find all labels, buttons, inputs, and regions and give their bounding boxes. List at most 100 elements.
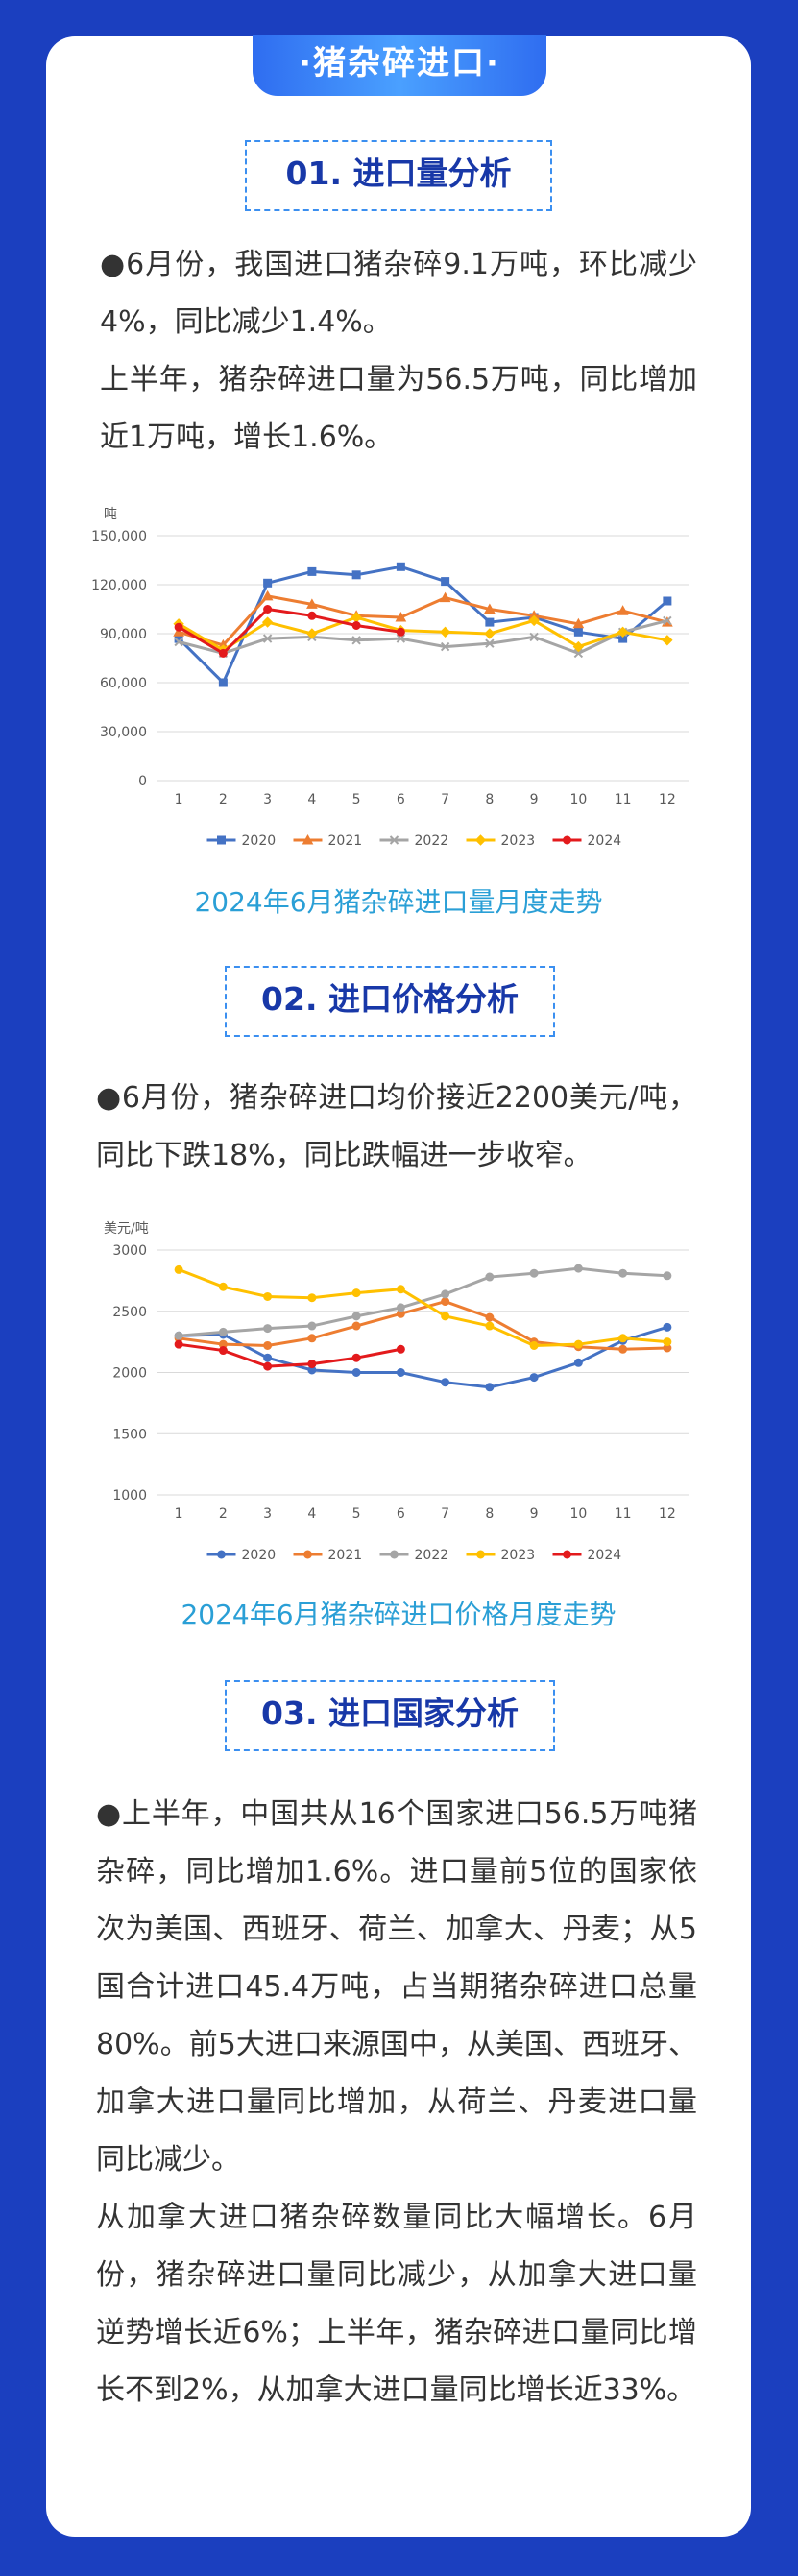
marker [351, 1368, 361, 1377]
marker [303, 1550, 312, 1559]
x-tick-label: 3 [263, 792, 272, 807]
marker [307, 1334, 317, 1343]
y-tick-label: 2000 [112, 1366, 147, 1382]
legend-label: 2023 [501, 833, 536, 849]
marker [573, 1339, 583, 1349]
marker [573, 1358, 583, 1367]
marker [351, 1288, 361, 1298]
legend-label: 2020 [242, 1548, 277, 1563]
marker [618, 1344, 628, 1354]
marker [439, 626, 451, 638]
x-tick-label: 4 [307, 1506, 316, 1522]
x-tick-label: 7 [441, 792, 449, 807]
chart-caption: 2024年6月猪杂碎进口量月度走势 [194, 886, 603, 918]
x-tick-label: 10 [569, 792, 587, 807]
section-title: 03. 进口国家分析 [225, 1680, 555, 1751]
marker [485, 1383, 495, 1392]
marker [173, 626, 184, 637]
series-line [179, 1266, 667, 1337]
series-line [178, 594, 668, 647]
marker [174, 637, 183, 647]
x-tick-label: 12 [659, 792, 676, 807]
marker [307, 1293, 317, 1303]
marker [395, 611, 407, 622]
legend-label: 2022 [415, 1548, 449, 1563]
legend-label: 2021 [328, 1548, 363, 1563]
marker [440, 641, 450, 652]
marker [351, 1321, 361, 1331]
legend-label: 2024 [588, 833, 622, 849]
marker [217, 835, 226, 845]
marker [441, 1297, 450, 1307]
marker [617, 626, 629, 638]
x-tick-label: 7 [441, 1506, 449, 1522]
x-tick-label: 1 [175, 792, 183, 807]
y-tick-label: 30,000 [100, 725, 147, 740]
section-title: 02. 进口价格分析 [225, 966, 555, 1037]
marker [396, 1285, 405, 1294]
paragraph: 上半年，猪杂碎进口量为56.5万吨，同比增加近1万吨，增长1.6%。 [100, 363, 697, 454]
marker [484, 628, 496, 639]
y-axis-label: 美元/吨 [104, 1221, 149, 1237]
marker [261, 616, 274, 628]
marker [485, 1321, 495, 1331]
x-tick-label: 10 [569, 1506, 587, 1522]
marker [563, 1550, 571, 1559]
paragraph: ●上半年，中国共从16个国家进口56.5万吨猪杂碎，同比增加1.6%。进口量前5… [96, 1797, 697, 2177]
series-line [178, 565, 668, 686]
x-tick-label: 5 [352, 792, 361, 807]
marker [174, 1264, 183, 1274]
series-line [178, 1299, 667, 1351]
marker [474, 834, 487, 846]
series-line [178, 615, 668, 652]
marker [351, 1353, 361, 1362]
marker [307, 1360, 317, 1369]
legend-label: 2021 [328, 833, 363, 849]
x-tick-label: 8 [485, 1506, 494, 1522]
y-axis-label: 吨 [104, 507, 117, 522]
marker [263, 1340, 273, 1350]
x-tick-label: 2 [219, 1506, 228, 1522]
marker [390, 1550, 399, 1559]
marker [572, 640, 585, 653]
marker [573, 648, 584, 659]
marker [263, 1324, 273, 1334]
chart-caption: 2024年6月猪杂碎进口价格月度走势 [181, 1599, 617, 1630]
x-tick-label: 3 [263, 1506, 272, 1522]
marker [307, 611, 317, 620]
marker [307, 566, 317, 576]
marker [476, 1550, 485, 1559]
series-line [178, 607, 401, 656]
marker [663, 615, 672, 626]
x-tick-label: 6 [397, 792, 405, 807]
marker [307, 1321, 317, 1331]
marker [663, 1337, 672, 1347]
marker [572, 617, 585, 629]
paragraph: ●6月份，我国进口猪杂碎9.1万吨，环比减少4%，同比减少1.4%。 [100, 248, 697, 339]
marker [617, 605, 629, 615]
marker [396, 1344, 405, 1354]
legend-label: 2022 [415, 833, 449, 849]
marker [263, 1361, 273, 1371]
legend-label: 2024 [588, 1548, 622, 1563]
marker [485, 1272, 495, 1282]
x-tick-label: 5 [352, 1506, 361, 1522]
series-line [178, 1342, 401, 1368]
series-line [178, 1268, 667, 1347]
marker [396, 562, 405, 571]
x-tick-label: 8 [485, 792, 494, 807]
marker [218, 1346, 228, 1356]
y-tick-label: 3000 [112, 1243, 147, 1259]
marker [528, 614, 540, 627]
marker [263, 1353, 273, 1362]
marker [218, 1282, 228, 1291]
paragraph: 从加拿大进口猪杂碎数量同比大幅增长。6月份，猪杂碎进口量同比减少，从加拿大进口量… [96, 2201, 697, 2407]
marker [563, 835, 571, 845]
marker [351, 636, 361, 645]
marker [262, 634, 273, 643]
series-line [178, 618, 668, 656]
marker [573, 1264, 583, 1273]
marker [306, 628, 318, 639]
